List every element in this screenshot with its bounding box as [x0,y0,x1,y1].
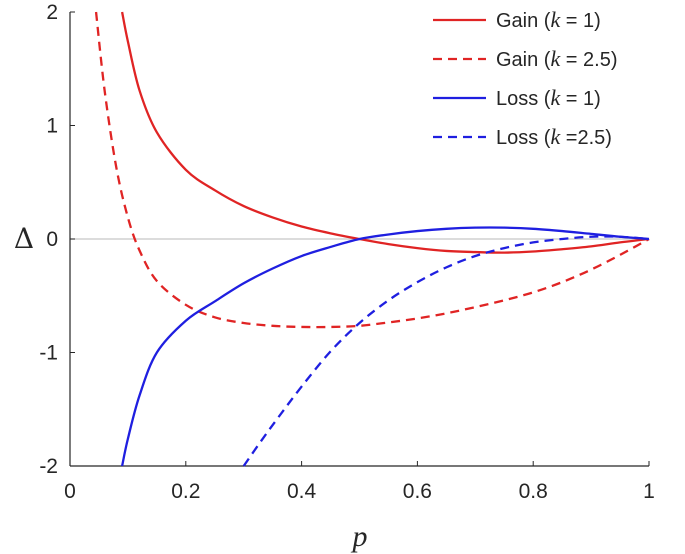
series-lines [94,11,650,467]
legend-suffix: =2.5) [560,127,612,149]
legend-suffix: = 2.5) [560,49,617,71]
series-loss-k1 [120,226,650,467]
x-axis-label: p [351,520,368,553]
legend: Gain (k = 1)Gain (k = 2.5)Loss (k = 1)Lo… [433,7,618,149]
legend-variable: k [550,46,561,71]
legend-prefix: Loss ( [496,127,551,149]
x-tick-label: 1 [643,480,655,503]
legend-prefix: Gain ( [496,49,551,71]
legend-variable: k [550,7,561,32]
x-tick-label: 0 [64,480,76,503]
legend-entry-label: Loss (k =2.5) [496,124,612,149]
y-tick-label: -2 [39,455,58,478]
legend-entry-label: Loss (k = 1) [496,85,601,110]
y-axis-label: Δ [14,222,34,255]
y-tick-label: 2 [46,1,58,24]
legend-suffix: = 1) [560,88,601,110]
x-tick-label: 0.4 [287,480,317,503]
series-gain-k2-5 [94,11,650,329]
y-tick-label: 1 [46,115,58,138]
legend-entry-label: Gain (k = 1) [496,7,601,32]
tick-labels: 0 0.2 0.4 0.6 0.8 1 -2 -1 0 1 2 [39,1,655,503]
legend-prefix: Loss ( [496,88,551,110]
legend-suffix: = 1) [560,10,601,32]
legend-prefix: Gain ( [496,10,551,32]
legend-variable: k [550,124,561,149]
legend-entry-label: Gain (k = 2.5) [496,46,618,71]
x-tick-label: 0.6 [403,480,432,503]
series-loss-k2-5 [242,235,650,467]
x-tick-label: 0.8 [519,480,548,503]
y-tick-label: 0 [46,228,58,251]
legend-variable: k [550,85,561,110]
y-tick-label: -1 [39,342,58,365]
x-tick-label: 0.2 [171,480,200,503]
